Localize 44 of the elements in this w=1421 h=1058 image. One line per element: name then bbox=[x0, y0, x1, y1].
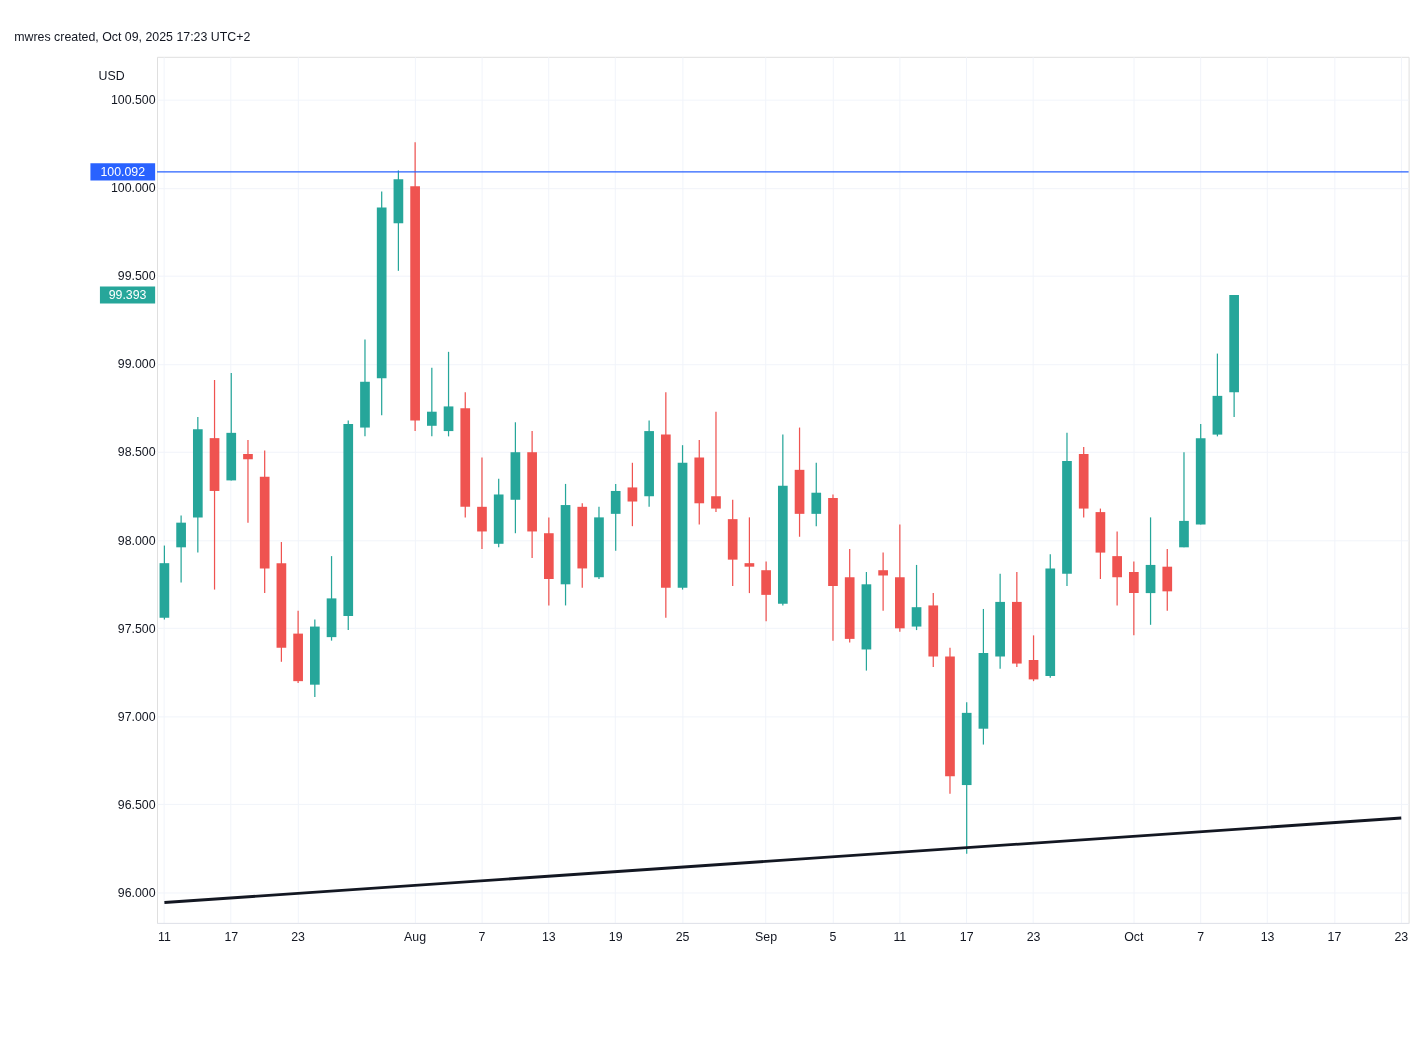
x-tick-label: 13 bbox=[1260, 929, 1275, 944]
x-tick-label: 7 bbox=[478, 929, 486, 944]
x-tick-label: 23 bbox=[1394, 929, 1409, 944]
y-tick-label: 96.500 bbox=[117, 797, 156, 812]
candlestick bbox=[610, 483, 621, 552]
x-tick-label: 25 bbox=[675, 929, 690, 944]
x-tick-label: 17 bbox=[1327, 929, 1342, 944]
x-tick-label: 19 bbox=[608, 929, 623, 944]
x-tick-label: 13 bbox=[541, 929, 556, 944]
x-tick-label: 5 bbox=[829, 929, 837, 944]
x-tick-label: 23 bbox=[291, 929, 306, 944]
candlestick bbox=[1028, 634, 1039, 682]
y-tick-label: 97.000 bbox=[117, 709, 156, 724]
y-tick-label: 100.500 bbox=[110, 93, 156, 108]
x-tick-label: 17 bbox=[959, 929, 974, 944]
candlestick bbox=[1112, 530, 1122, 607]
candlestick bbox=[627, 462, 638, 527]
chart-title: mwres created, Oct 09, 2025 17:23 UTC+2 bbox=[14, 29, 251, 44]
x-tick-label: Aug bbox=[404, 929, 427, 944]
candlestick bbox=[426, 367, 437, 437]
y-tick-label: 97.500 bbox=[117, 621, 156, 636]
y-tick-label: 99.000 bbox=[117, 357, 156, 372]
candlestick bbox=[878, 551, 888, 612]
y-axis-title: USD bbox=[98, 69, 125, 84]
y-tick-label: 98.500 bbox=[117, 445, 156, 460]
x-tick-label: 7 bbox=[1197, 929, 1205, 944]
y-tick-label: 99.500 bbox=[117, 269, 156, 284]
y-tick-label: 96.000 bbox=[117, 885, 156, 900]
x-tick-label: 23 bbox=[1026, 929, 1041, 944]
y-tick-label: 100.000 bbox=[110, 181, 156, 196]
x-tick-label: 11 bbox=[893, 929, 907, 944]
candlestick bbox=[243, 439, 253, 524]
text: 99.393 bbox=[108, 287, 147, 302]
candlestick bbox=[711, 411, 721, 513]
candlestick bbox=[1128, 560, 1139, 636]
x-tick-label: 17 bbox=[224, 929, 239, 944]
x-tick-label: Sep bbox=[755, 929, 778, 944]
candlestick bbox=[811, 462, 822, 527]
ref-line-label: 100.092 bbox=[100, 164, 146, 179]
x-tick-label: 11 bbox=[157, 929, 171, 944]
y-tick-label: 98.000 bbox=[117, 533, 156, 548]
x-tick-label: Oct bbox=[1124, 929, 1145, 944]
candlestick bbox=[911, 564, 922, 631]
candlestick bbox=[744, 516, 755, 594]
